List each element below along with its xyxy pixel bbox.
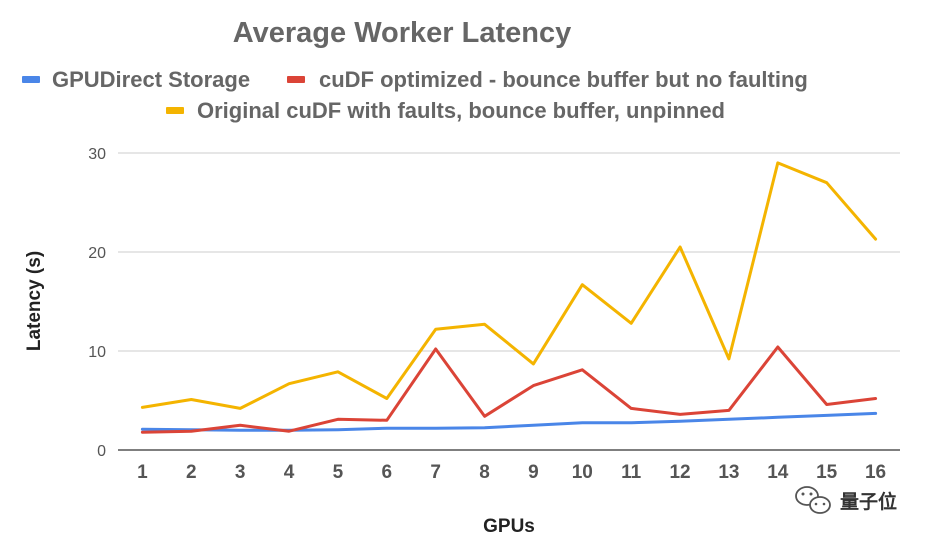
series-line-3 (140, 161, 878, 410)
series-line-2 (140, 345, 878, 434)
x-tick-label: 15 (816, 462, 838, 483)
x-tick-label: 3 (235, 462, 246, 483)
series-lines (140, 161, 878, 434)
x-tick-label: 16 (865, 462, 886, 483)
x-tick-label: 4 (284, 462, 295, 483)
x-tick-label: 13 (718, 462, 739, 483)
x-tick-label: 5 (333, 462, 344, 483)
x-tick-label: 8 (479, 462, 490, 483)
series-line-1 (140, 411, 878, 432)
x-tick-label: 7 (430, 462, 441, 483)
x-tick-label: 6 (382, 462, 393, 483)
x-tick-label: 9 (528, 462, 539, 483)
legend-swatch-series-2 (287, 76, 305, 83)
x-axis-ticks: 1 2 3 4 5 6 7 8 9 10 11 12 13 14 15 16 (137, 462, 886, 483)
wechat-icon (795, 486, 831, 514)
y-tick-label: 20 (88, 245, 106, 262)
legend-label-series-1: GPUDirect Storage (52, 67, 250, 92)
y-tick-label: 0 (97, 443, 106, 460)
x-tick-label: 2 (186, 462, 197, 483)
watermark: 量子位 (795, 486, 897, 514)
chart-title: Average Worker Latency (233, 17, 571, 49)
gridlines (118, 152, 900, 451)
y-axis-ticks: 0 10 20 30 (88, 146, 106, 460)
x-tick-label: 10 (572, 462, 593, 483)
x-tick-label: 12 (669, 462, 690, 483)
legend-swatch-series-3 (166, 107, 184, 114)
x-axis-label: GPUs (483, 516, 535, 537)
legend-label-series-3: Original cuDF with faults, bounce buffer… (197, 98, 725, 123)
legend-label-series-2: cuDF optimized - bounce buffer but no fa… (319, 67, 808, 92)
x-tick-label: 14 (767, 462, 789, 483)
legend: GPUDirect Storage cuDF optimized - bounc… (22, 67, 808, 123)
y-tick-label: 30 (88, 146, 106, 163)
legend-swatch-series-1 (22, 76, 40, 83)
y-axis-label: Latency (s) (24, 251, 45, 351)
watermark-text: 量子位 (840, 490, 897, 513)
x-tick-label: 11 (621, 462, 642, 483)
y-tick-label: 10 (88, 344, 106, 361)
x-tick-label: 1 (137, 462, 148, 483)
